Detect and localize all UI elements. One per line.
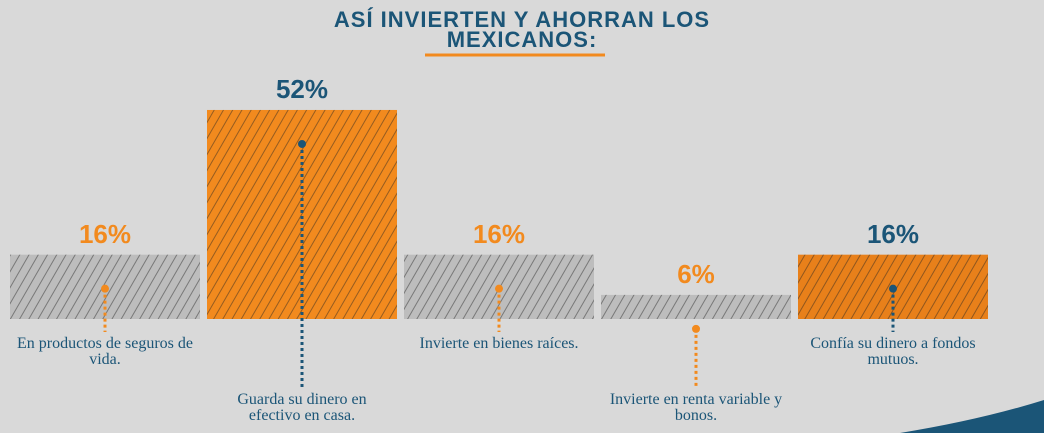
bar-texture bbox=[601, 294, 791, 319]
value-label: 16% bbox=[472, 218, 526, 249]
leader-dot bbox=[889, 284, 897, 293]
value-label: 52% bbox=[275, 73, 329, 104]
leader-dot bbox=[692, 324, 700, 333]
leader-dot bbox=[101, 284, 109, 293]
leader-dot bbox=[298, 139, 306, 148]
leader-dot bbox=[495, 284, 503, 293]
category-label: En productos de seguros de vida. bbox=[17, 335, 193, 368]
category-label: Confía su dinero a fondos mutuos. bbox=[810, 335, 976, 368]
category-label: Invierte en bienes raíces. bbox=[419, 335, 579, 352]
value-label: 16% bbox=[866, 218, 920, 249]
category-label: Guarda su dinero en efectivo en casa. bbox=[237, 391, 367, 424]
value-label: 16% bbox=[78, 218, 132, 249]
category-label: Invierte en renta variable y bonos. bbox=[609, 391, 783, 424]
chart-title: ASÍ INVIERTEN Y AHORRAN LOS MEXICANOS: bbox=[333, 7, 711, 52]
value-label: 6% bbox=[677, 258, 715, 289]
corner-swoosh bbox=[900, 400, 1044, 433]
